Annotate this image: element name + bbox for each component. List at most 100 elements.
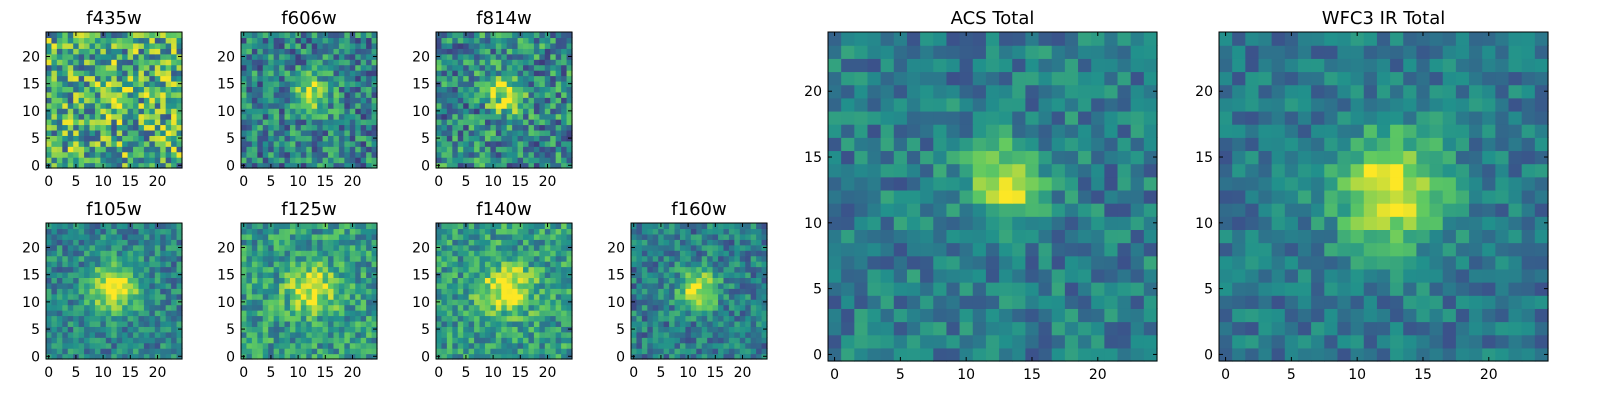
heatmap-cell	[317, 223, 324, 230]
heatmap-cell	[495, 250, 502, 257]
heatmap-cell	[300, 42, 307, 49]
heatmap-cell	[506, 353, 513, 360]
heatmap-cell	[165, 250, 172, 257]
heatmap-cell	[523, 255, 530, 262]
heatmap-cell	[273, 299, 280, 306]
heatmap-cell	[360, 151, 367, 158]
heatmap-cell	[355, 239, 362, 246]
heatmap-cell	[468, 310, 475, 317]
heatmap-cell	[105, 59, 112, 66]
heatmap-cell	[176, 331, 183, 338]
heatmap-cell	[154, 282, 161, 289]
heatmap-cell	[171, 293, 178, 300]
heatmap-cell	[84, 86, 91, 93]
heatmap-cell	[349, 42, 356, 49]
heatmap-cell	[317, 102, 324, 109]
heatmap-cell	[46, 261, 53, 268]
heatmap-cell	[523, 32, 530, 39]
heatmap-cell	[143, 261, 150, 268]
heatmap-cell	[712, 288, 719, 295]
heatmap-cell	[452, 255, 459, 262]
heatmap-cell	[906, 321, 921, 336]
heatmap-cell	[679, 326, 686, 333]
heatmap-cell	[171, 353, 178, 360]
heatmap-cell	[452, 353, 459, 360]
heatmap-cell	[707, 223, 714, 230]
heatmap-cell	[143, 228, 150, 235]
heatmap-cell	[523, 124, 530, 131]
heatmap-cell	[322, 97, 329, 104]
heatmap-cell	[111, 135, 118, 142]
heatmap-cell	[84, 331, 91, 338]
heatmap-cell	[539, 146, 546, 153]
heatmap-cell	[338, 162, 345, 169]
heatmap-cell	[338, 102, 345, 109]
heatmap-cell	[279, 70, 286, 77]
heatmap-cell	[338, 140, 345, 147]
heatmap-cell	[51, 59, 58, 66]
heatmap-cell	[344, 129, 351, 136]
heatmap-cell	[62, 228, 69, 235]
heatmap-cell	[517, 337, 524, 344]
heatmap-cell	[441, 102, 448, 109]
heatmap-cell	[84, 157, 91, 164]
heatmap-cell	[273, 91, 280, 98]
heatmap-cell	[452, 266, 459, 273]
heatmap-cell	[946, 295, 961, 309]
heatmap-cell	[701, 244, 708, 251]
heatmap-cell	[122, 42, 129, 49]
heatmap-cell	[528, 162, 535, 169]
heatmap-cell	[51, 75, 58, 82]
heatmap-cell	[262, 80, 269, 87]
heatmap-cell	[84, 135, 91, 142]
heatmap-cell	[273, 293, 280, 300]
heatmap-cell	[328, 119, 335, 126]
heatmap-cell	[756, 261, 763, 268]
heatmap-cell	[999, 176, 1013, 191]
heatmap-cell	[160, 342, 167, 349]
heatmap-cell	[484, 108, 491, 115]
heatmap-cell	[143, 348, 150, 355]
heatmap-cell	[501, 277, 508, 284]
heatmap-cell	[446, 32, 453, 39]
heatmap-cell	[284, 135, 291, 142]
heatmap-cell	[73, 277, 80, 284]
heatmap-cell	[105, 140, 112, 147]
heatmap-cell	[127, 348, 134, 355]
heatmap-cell	[512, 108, 519, 115]
heatmap-cell	[701, 288, 708, 295]
heatmap-cell	[371, 320, 378, 327]
heatmap-cell	[328, 250, 335, 257]
heatmap-cell	[517, 146, 524, 153]
heatmap-cell	[734, 320, 741, 327]
heatmap-cell	[349, 282, 356, 289]
heatmap-cell	[523, 48, 530, 55]
heatmap-cell	[306, 331, 313, 338]
heatmap-cell	[295, 271, 302, 278]
heatmap-cell	[739, 239, 746, 246]
heatmap-cell	[300, 293, 307, 300]
heatmap-cell	[268, 119, 275, 126]
heatmap-cell	[306, 129, 313, 136]
heatmap-cell	[739, 266, 746, 273]
heatmap-cell	[490, 255, 497, 262]
heatmap-cell	[761, 293, 768, 300]
heatmap-cell	[701, 337, 708, 344]
heatmap-cell	[154, 342, 161, 349]
heatmap-cell	[333, 48, 340, 55]
heatmap-cell	[251, 304, 258, 311]
heatmap-cell	[533, 140, 540, 147]
heatmap-cell	[750, 310, 757, 317]
heatmap-cell	[1117, 229, 1132, 244]
heatmap-cell	[116, 75, 123, 82]
heatmap-cell	[67, 277, 74, 284]
heatmap-cell	[457, 250, 464, 257]
heatmap-cell	[279, 135, 286, 142]
heatmap-cell	[880, 334, 895, 349]
heatmap-cell	[62, 108, 69, 115]
heatmap-cell	[512, 32, 519, 39]
heatmap-cell	[246, 48, 253, 55]
heatmap-cell	[528, 233, 535, 240]
heatmap-cell	[105, 353, 112, 360]
heatmap-cell	[257, 80, 264, 87]
